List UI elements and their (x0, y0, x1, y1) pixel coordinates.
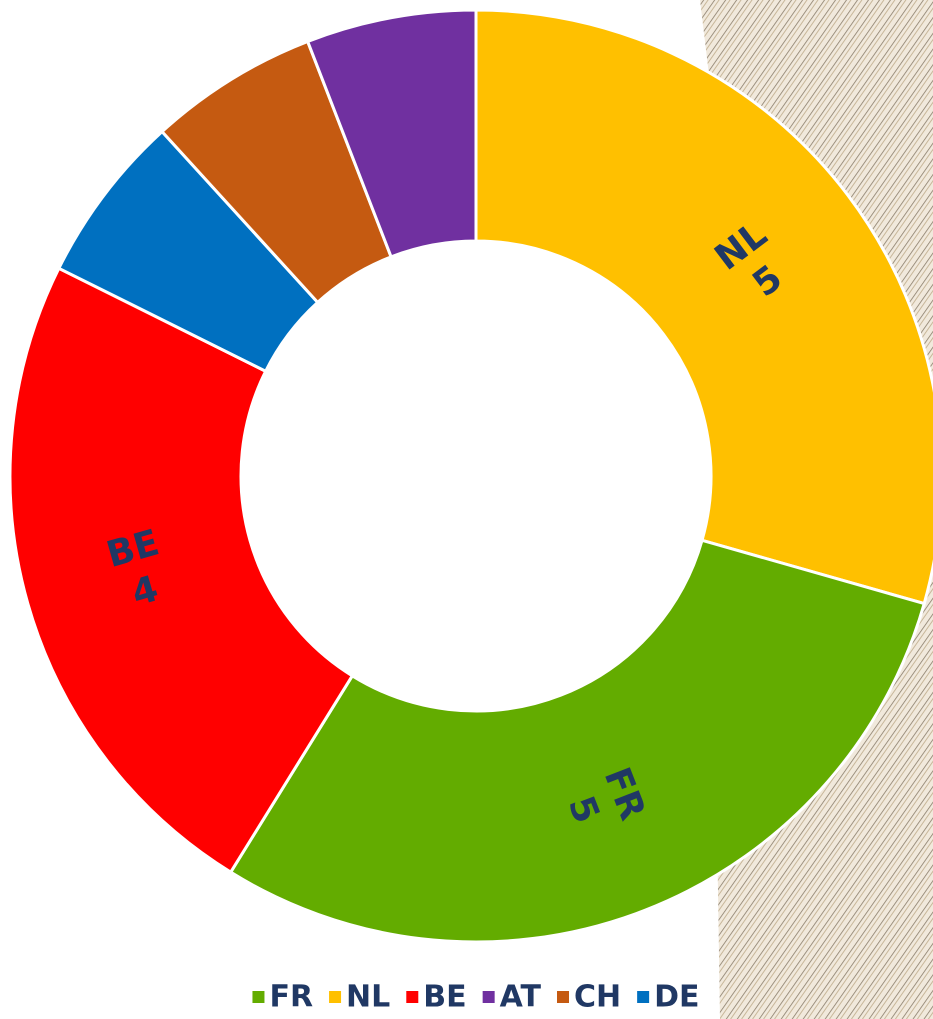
legend-swatch (329, 991, 341, 1003)
chart: NL5FR5BE4 FRNLBEATCHDE (0, 0, 933, 1019)
legend-swatch (252, 991, 264, 1003)
legend-swatch (406, 991, 418, 1003)
legend-swatch (483, 991, 495, 1003)
legend-swatch (637, 991, 649, 1003)
legend-label: AT (500, 980, 542, 1015)
legend-swatch (557, 991, 569, 1003)
legend-label: BE (423, 980, 466, 1015)
legend-label: NL (346, 980, 390, 1015)
legend-label: DE (654, 980, 699, 1015)
legend-label: FR (269, 980, 313, 1015)
legend-label: CH (574, 980, 621, 1015)
